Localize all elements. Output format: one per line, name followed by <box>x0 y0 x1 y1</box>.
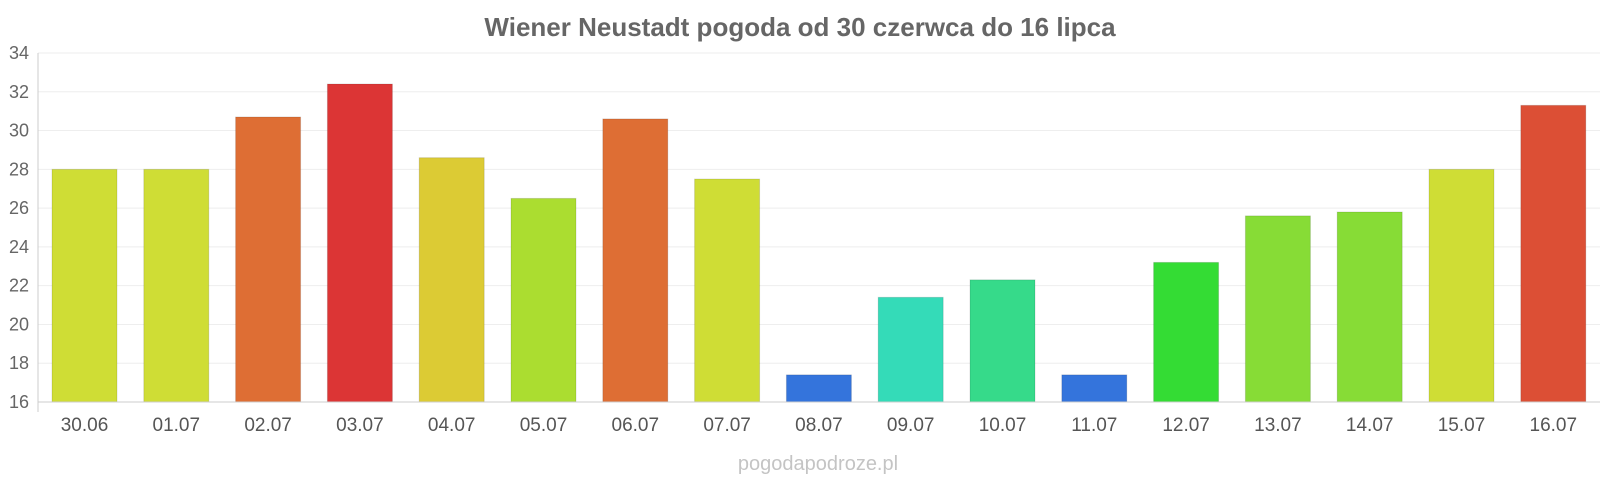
x-tick-label: 05.07 <box>520 415 568 436</box>
y-tick-label: 34 <box>9 43 29 63</box>
bar <box>1520 104 1587 403</box>
bar <box>51 168 118 403</box>
y-tick-label: 28 <box>9 159 29 179</box>
y-tick-label: 30 <box>9 121 29 141</box>
bar <box>143 168 210 403</box>
y-tick-label: 32 <box>9 82 29 102</box>
x-tick-label: 12.07 <box>1162 415 1210 436</box>
y-tick-label: 26 <box>9 198 29 218</box>
bar <box>1336 211 1403 403</box>
x-tick-label: 03.07 <box>336 415 384 436</box>
x-tick-label: 10.07 <box>979 415 1027 436</box>
x-tick-label: 07.07 <box>703 415 751 436</box>
watermark: pogodapodroze.pl <box>738 453 898 475</box>
x-tick-label: 06.07 <box>612 415 660 436</box>
x-tick-label: 30.06 <box>61 415 109 436</box>
x-axis: 30.06 01.07 02.07 03.07 04.07 05.07 06.07 07.07… <box>38 401 1600 436</box>
x-tick-label: 04.07 <box>428 415 476 436</box>
x-tick-label: 09.07 <box>887 415 935 436</box>
x-tick-label: 02.07 <box>244 415 292 436</box>
y-tick-label: 18 <box>9 353 29 373</box>
x-tick-label: 14.07 <box>1346 415 1394 436</box>
bar <box>785 374 852 403</box>
bar <box>418 157 485 403</box>
bar <box>602 118 669 403</box>
bar <box>1244 215 1311 403</box>
x-tick-label: 11.07 <box>1071 415 1117 436</box>
x-tick-label: 01.07 <box>153 415 201 436</box>
y-tick-label: 16 <box>9 392 29 412</box>
y-tick-label: 22 <box>9 276 29 296</box>
x-tick-label: 13.07 <box>1254 415 1302 436</box>
bar <box>969 279 1036 403</box>
x-tick-label: 16.07 <box>1530 415 1578 436</box>
bar <box>326 83 393 403</box>
y-tick-label: 20 <box>9 314 29 334</box>
y-tick-label: 24 <box>9 237 29 257</box>
bar <box>694 178 761 403</box>
chart-title: Wiener Neustadt pogoda od 30 czerwca do … <box>484 12 1116 42</box>
bar <box>1061 374 1128 403</box>
bar <box>1428 168 1495 403</box>
bar <box>235 116 302 403</box>
bars <box>51 83 1587 403</box>
bar <box>1153 261 1220 403</box>
x-tick-label: 08.07 <box>795 415 843 436</box>
bar <box>877 296 944 403</box>
bar <box>510 197 577 403</box>
x-tick-label: 15.07 <box>1438 415 1486 436</box>
y-axis: 16 18 20 22 24 26 28 30 32 34 <box>9 43 39 412</box>
